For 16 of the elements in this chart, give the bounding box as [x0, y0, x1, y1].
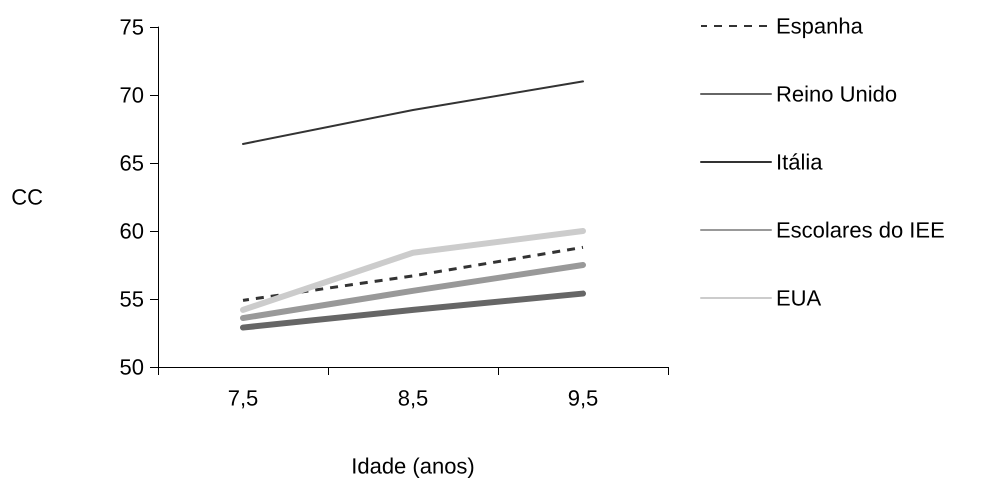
legend-label: Reino Unido [776, 82, 898, 106]
y-tick-label: 65 [120, 150, 144, 176]
y-tick-label: 55 [120, 286, 144, 312]
y-tick-label: 50 [120, 354, 144, 380]
x-tick-label: 8,5 [398, 386, 428, 410]
x-axis-title: Idade (anos) [351, 454, 475, 478]
legend-label: Espanha [776, 14, 864, 38]
legend-label: EUA [776, 286, 822, 310]
y-tick-label: 60 [120, 218, 144, 244]
y-tick-label: 70 [120, 82, 144, 108]
y-axis-title: CC [11, 184, 44, 210]
y-tick-label: 75 [120, 14, 144, 40]
x-tick-label: 7,5 [228, 386, 258, 410]
legend-label: Escolares do IEE [776, 218, 945, 242]
legend-label: Itália [776, 150, 824, 174]
x-tick-label: 9,5 [568, 386, 598, 410]
